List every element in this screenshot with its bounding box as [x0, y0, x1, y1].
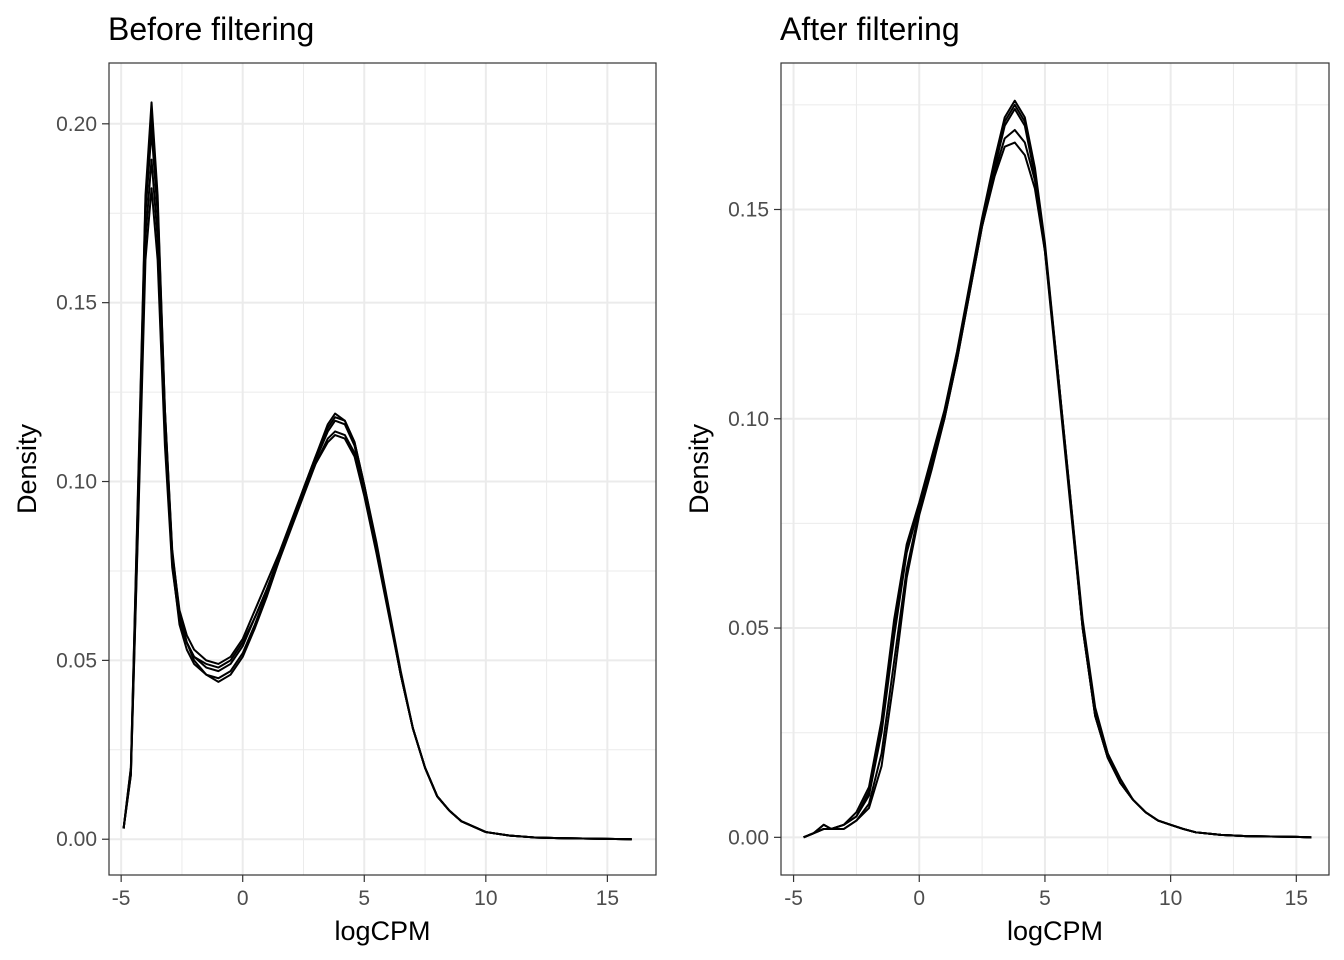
x-tick-label: 15: [596, 887, 619, 910]
before-filtering-axes: -5 0 5 10 15 0.00 0.05 0.10 0.15 0.20: [56, 113, 619, 910]
x-tick-label: -5: [784, 887, 803, 910]
before-filtering-panel-border: [108, 62, 657, 876]
before-filtering-density-line-5: [122, 115, 632, 841]
y-tick-label: 0.10: [728, 408, 769, 431]
after-filtering-gridlines: [781, 63, 1329, 875]
after-filtering-title: After filtering: [780, 11, 960, 47]
before-filtering-density-line-4: [122, 187, 632, 841]
y-tick-label: 0.20: [56, 113, 97, 136]
after-filtering-density-line-3: [803, 99, 1312, 839]
after-filtering-panel: After filtering -5 0 5 10 15 0.00 0.05 0.10 0.15…: [684, 11, 1330, 946]
after-filtering-panel-border: [780, 62, 1330, 876]
after-filtering-x-axis-title: logCPM: [1007, 916, 1103, 946]
before-filtering-y-axis-title: Density: [12, 423, 42, 514]
before-filtering-gridlines: [109, 63, 656, 875]
x-tick-label: 5: [358, 887, 370, 910]
y-tick-label: 0.00: [56, 828, 97, 851]
y-tick-label: 0.05: [728, 617, 769, 640]
x-tick-label: 5: [1039, 887, 1051, 910]
y-tick-label: 0.15: [728, 198, 769, 221]
y-tick-label: 0.05: [56, 649, 97, 672]
x-tick-label: 0: [913, 887, 925, 910]
x-tick-label: 10: [474, 887, 497, 910]
before-filtering-title: Before filtering: [108, 11, 314, 47]
before-filtering-density-line-3: [122, 129, 632, 841]
x-tick-label: 0: [237, 887, 249, 910]
y-tick-label: 0.15: [56, 292, 97, 315]
before-filtering-density-lines: [122, 101, 632, 841]
before-filtering-density-line-2: [122, 158, 632, 841]
y-tick-label: 0.10: [56, 471, 97, 494]
after-filtering-density-lines: [803, 99, 1312, 839]
after-filtering-y-axis-title: Density: [684, 423, 714, 514]
after-filtering-axes: -5 0 5 10 15 0.00 0.05 0.10 0.15: [728, 198, 1308, 910]
before-filtering-x-axis-title: logCPM: [334, 916, 430, 946]
x-tick-label: 15: [1285, 887, 1308, 910]
x-tick-label: -5: [112, 887, 131, 910]
after-filtering-density-line-5: [803, 103, 1312, 839]
y-tick-label: 0.00: [728, 826, 769, 849]
x-tick-label: 10: [1159, 887, 1182, 910]
before-filtering-panel: Before filtering -5 0 5 10 15 0.00 0.05 0.10 0.1…: [12, 11, 657, 946]
